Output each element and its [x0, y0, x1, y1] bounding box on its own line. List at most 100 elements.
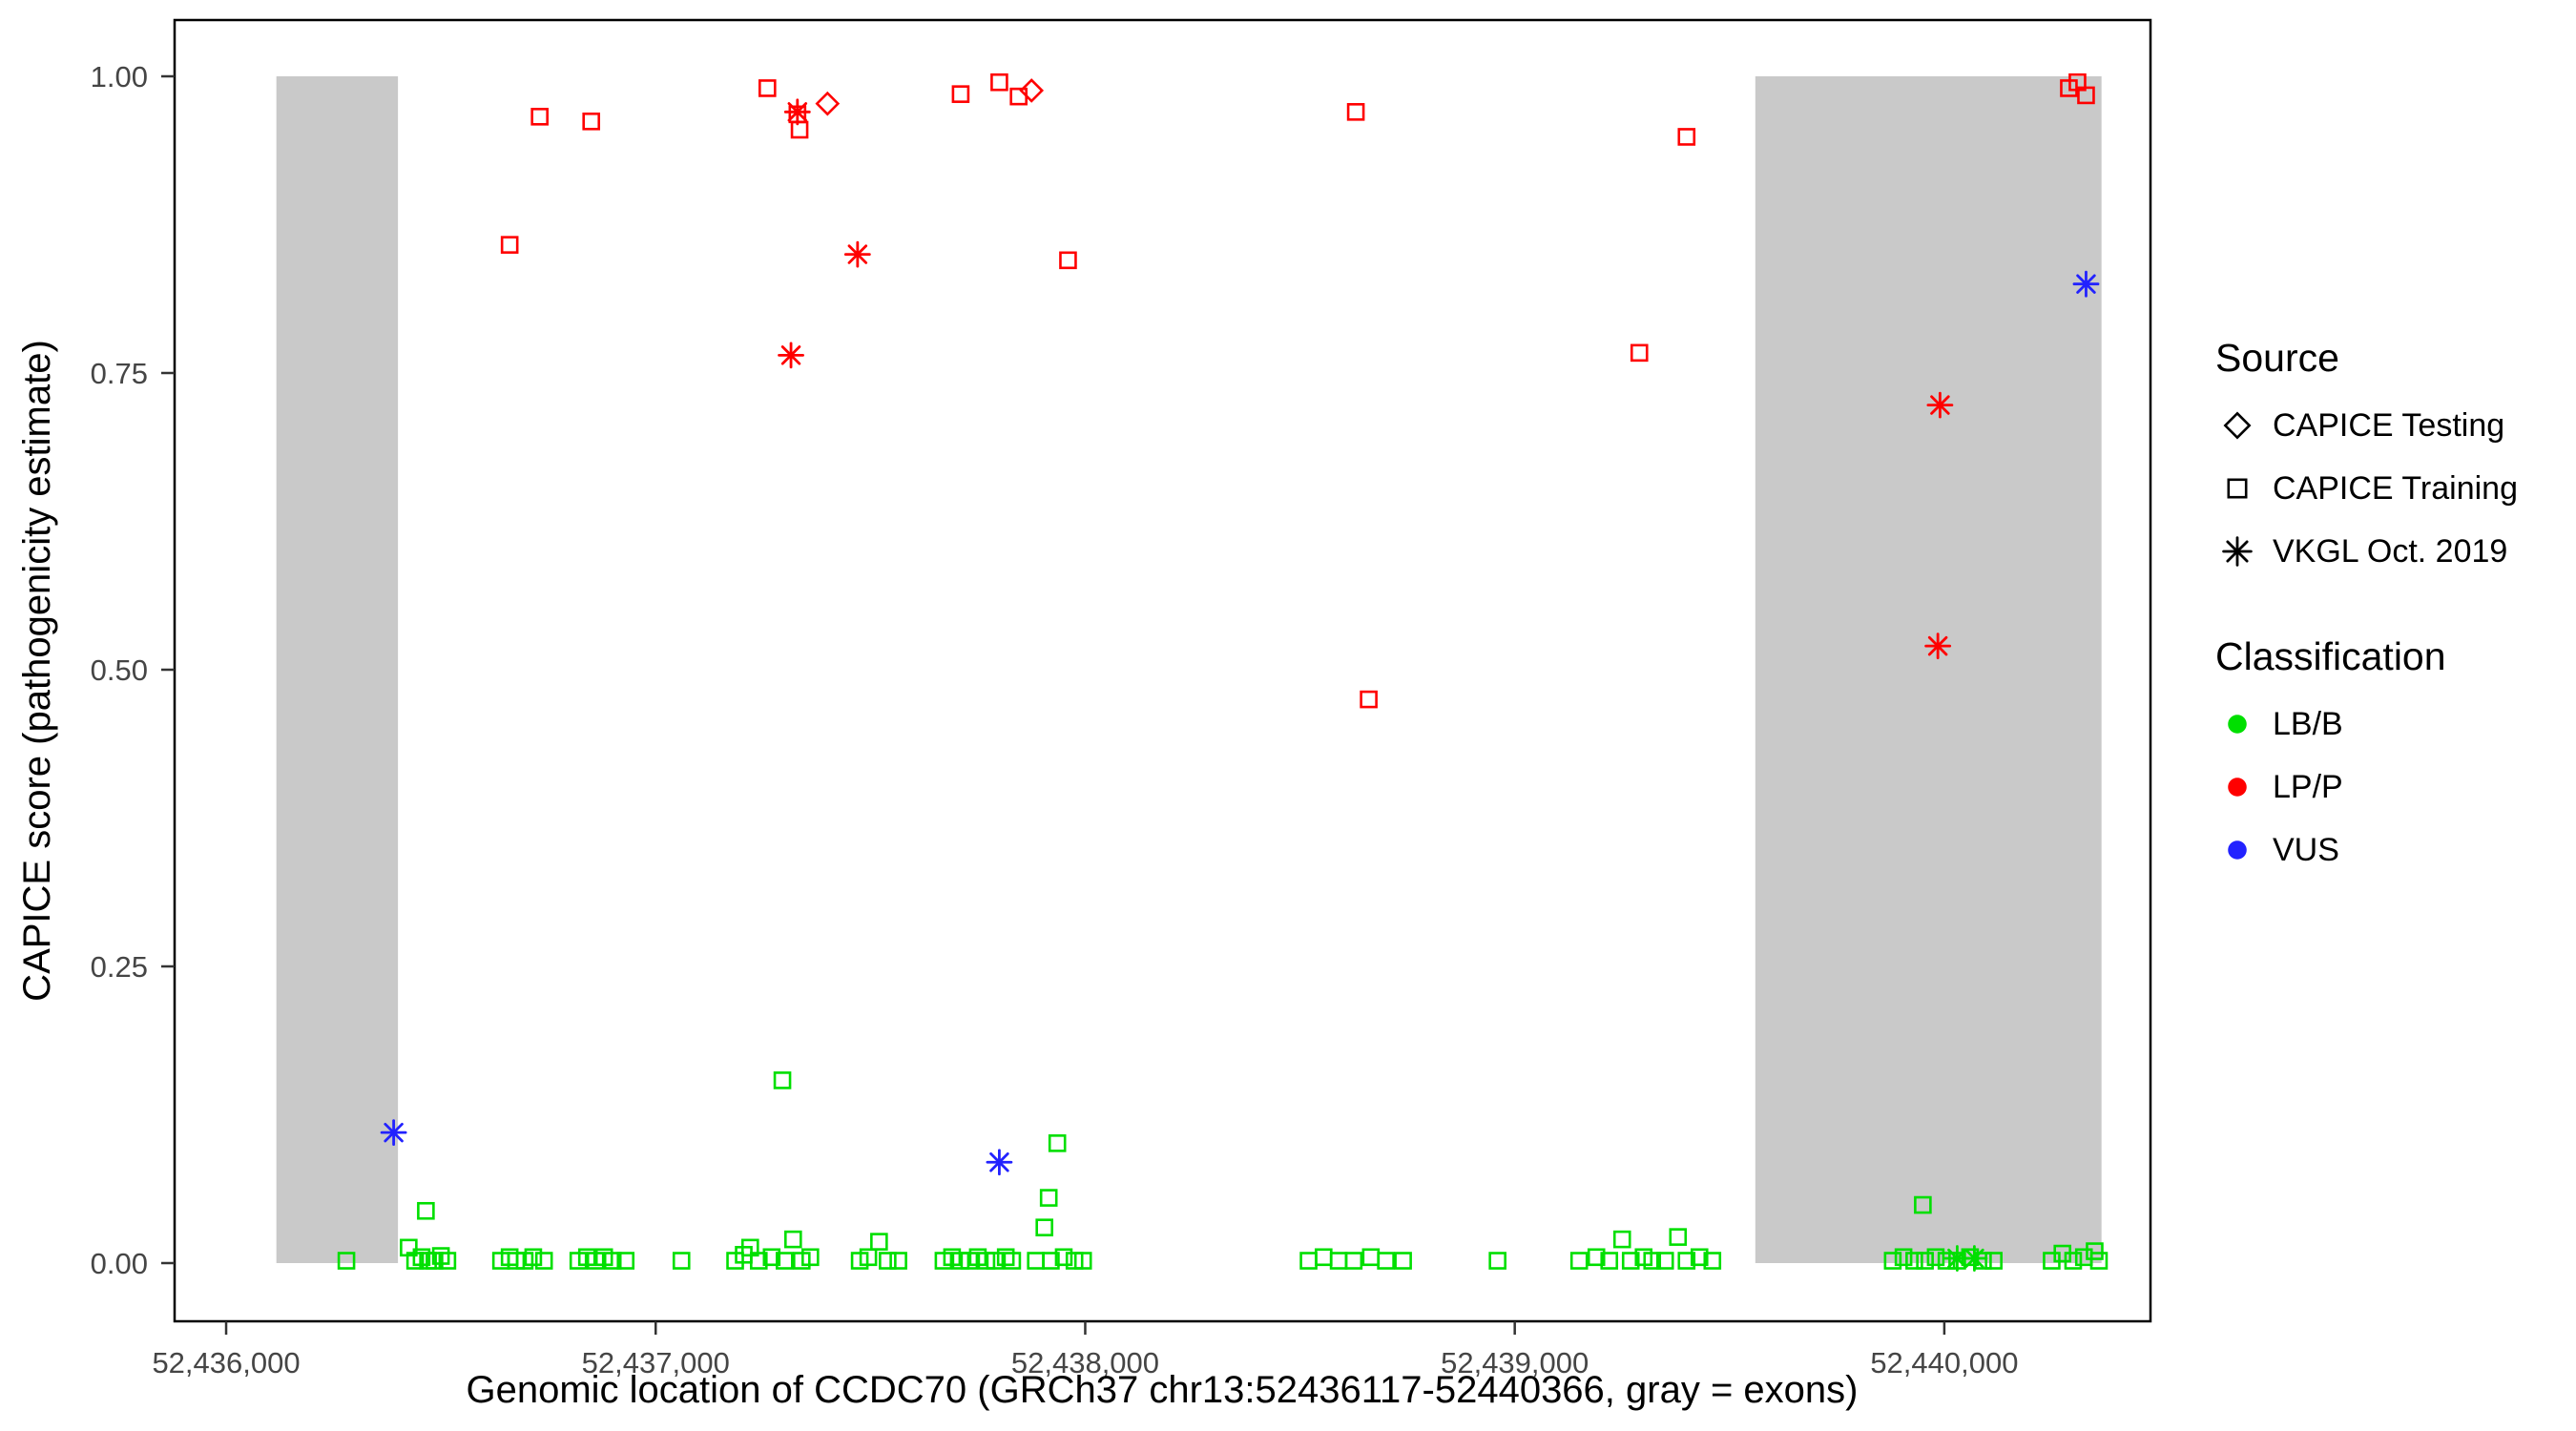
legend-item-label: VKGL Oct. 2019: [2273, 532, 2508, 570]
legend-item-label: LB/B: [2273, 705, 2343, 742]
exon-region: [1755, 76, 2102, 1263]
square-marker: [1643, 1252, 1662, 1270]
diamond-marker: [1019, 78, 1045, 103]
square-marker: [1612, 1230, 1631, 1249]
square-marker: [1690, 1248, 1709, 1267]
asterisk-marker: [2072, 270, 2100, 298]
square-marker: [1054, 1248, 1073, 1267]
x-tick-label: 52,439,000: [1441, 1346, 1589, 1379]
legend: Source CAPICE Testing CAPICE Training VK…: [2215, 336, 2568, 891]
square-marker: [859, 1248, 878, 1267]
square-marker: [790, 120, 809, 139]
diamond-marker: [815, 91, 841, 116]
square-marker: [1630, 343, 1649, 363]
square-marker: [870, 1233, 888, 1251]
axis-ticks: 52,436,000 52,437,000 52,438,000 52,439,000…: [91, 60, 2019, 1379]
square-marker: [616, 1252, 635, 1270]
legend-item-label: LP/P: [2273, 768, 2343, 805]
square-marker: [524, 1248, 543, 1267]
square-marker: [417, 1201, 435, 1220]
square-marker: [1677, 128, 1696, 146]
square-marker: [1042, 1252, 1060, 1270]
asterisk-marker: [1961, 1245, 1988, 1272]
square-marker: [1894, 1248, 1913, 1267]
square-marker: [1905, 1252, 1923, 1270]
square-marker: [1344, 1252, 1363, 1270]
legend-item-capice-training: CAPICE Training: [2215, 467, 2568, 510]
square-marker: [1669, 1228, 1688, 1246]
square-marker: [784, 1230, 802, 1249]
asterisk-icon: [2222, 536, 2253, 567]
square-marker: [603, 1252, 622, 1270]
square-marker: [337, 1252, 356, 1270]
square-marker: [530, 107, 549, 126]
legend-item-label: CAPICE Testing: [2273, 406, 2505, 444]
square-marker: [1039, 1189, 1058, 1207]
asterisk-marker: [986, 1149, 1013, 1176]
legend-classification-title: Classification: [2215, 634, 2446, 678]
asterisk-marker: [843, 240, 871, 268]
diamond-icon: [2223, 411, 2252, 440]
y-axis-title: CAPICE score (pathogenicity estimate): [16, 340, 58, 1002]
legend-source-title: Source: [2215, 336, 2339, 380]
asterisk-marker: [783, 98, 811, 126]
square-marker: [1073, 1252, 1092, 1270]
square-marker: [534, 1252, 553, 1270]
legend-item-lbb: LB/B: [2215, 702, 2568, 746]
legend-item-vus: VUS: [2215, 828, 2568, 872]
square-marker: [1587, 1248, 1606, 1267]
legend-item-vkgl: VKGL Oct. 2019: [2215, 529, 2568, 573]
square-marker: [1621, 1252, 1640, 1270]
legend-item-label: CAPICE Training: [2273, 469, 2518, 507]
square-marker: [2086, 1242, 2104, 1260]
square-marker: [2064, 1252, 2083, 1270]
asterisk-marker: [2222, 536, 2253, 567]
square-marker: [889, 1252, 907, 1270]
data-points: [337, 73, 2109, 1272]
legend-item-lpp: LP/P: [2215, 765, 2568, 809]
square-marker: [1883, 1252, 1902, 1270]
square-marker: [1655, 1252, 1674, 1270]
legend-item-label: VUS: [2273, 831, 2339, 868]
y-tick-label: 0.50: [91, 653, 148, 687]
square-marker: [1360, 690, 1378, 709]
square-marker: [1600, 1252, 1619, 1270]
square-marker: [986, 1252, 1005, 1270]
asterisk-marker: [1924, 633, 1952, 660]
series-lbb: [1943, 1245, 1988, 1272]
square-marker: [2077, 86, 2095, 105]
square-marker: [1488, 1252, 1506, 1270]
square-marker: [672, 1252, 691, 1270]
square-marker: [758, 79, 777, 97]
square-marker: [1048, 1134, 1067, 1152]
square-marker: [1035, 1218, 1053, 1236]
legend-item-capice-testing: CAPICE Testing: [2215, 404, 2568, 447]
x-tick-label: 52,440,000: [1870, 1346, 2018, 1379]
square-marker: [1346, 103, 1365, 121]
y-tick-label: 1.00: [91, 60, 148, 93]
series-lpp: [778, 98, 1954, 660]
square-marker: [1703, 1252, 1722, 1270]
square-marker: [438, 1252, 457, 1270]
x-axis-title: Genomic location of CCDC70 (GRCh37 chr13…: [467, 1369, 1859, 1411]
square-marker: [500, 236, 519, 254]
square-marker: [582, 112, 601, 131]
square-marker: [1059, 251, 1077, 270]
square-marker: [1329, 1252, 1348, 1270]
square-marker: [1984, 1252, 2003, 1270]
red-dot-icon: [2228, 778, 2247, 797]
y-tick-label: 0.25: [91, 950, 148, 984]
asterisk-marker: [778, 342, 804, 369]
square-icon: [2227, 478, 2248, 499]
square-marker: [776, 1252, 794, 1270]
y-tick-label: 0.75: [91, 357, 148, 390]
y-tick-label: 0.00: [91, 1247, 148, 1280]
circle-marker: [2228, 778, 2247, 797]
square-marker: [749, 1252, 768, 1270]
series-lbb: [337, 1071, 2109, 1270]
blue-dot-icon: [2228, 840, 2247, 860]
diamond-marker: [2223, 411, 2252, 440]
square-marker: [1926, 1248, 1945, 1267]
